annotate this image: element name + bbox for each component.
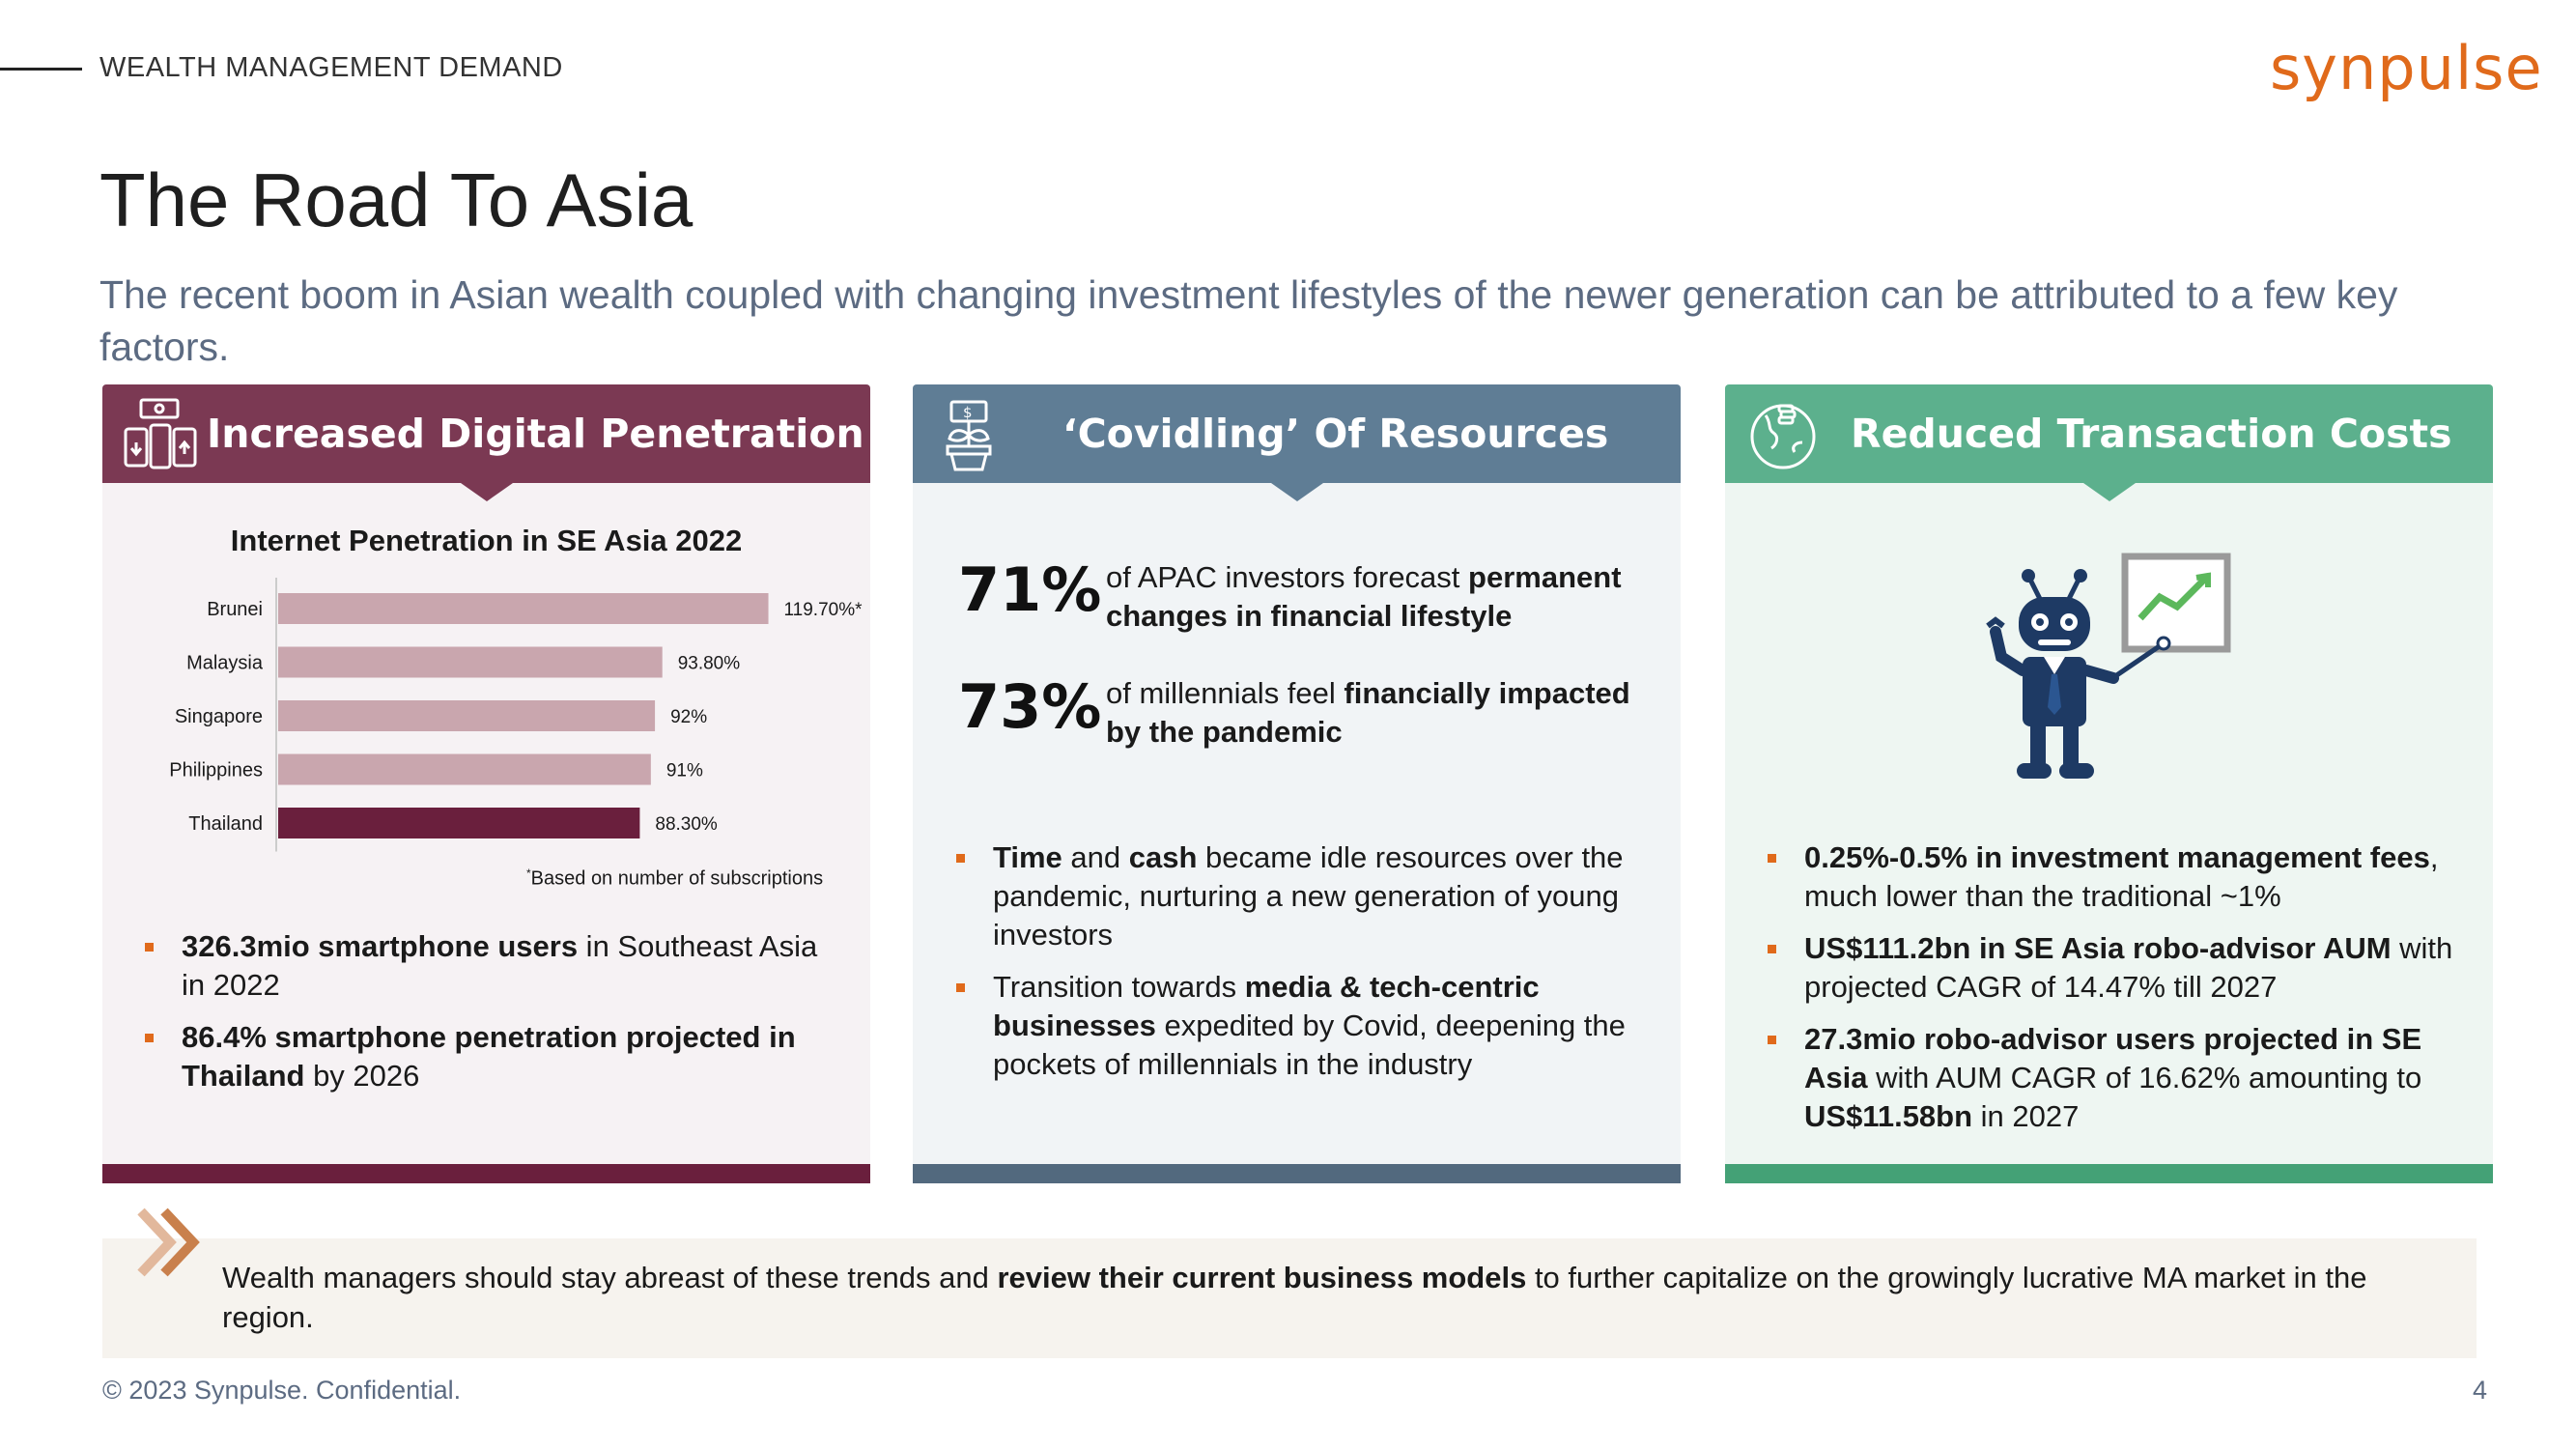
- chart-category-label: Malaysia: [186, 653, 264, 674]
- devices-money-icon: [122, 396, 199, 478]
- stat-value: 73%: [958, 671, 1102, 742]
- panel-footer-bar: [102, 1164, 870, 1183]
- list-item: 27.3mio robo-advisor users projected in …: [1768, 1020, 2473, 1136]
- chart-category-label: Singapore: [175, 706, 263, 727]
- page-subtitle: The recent boom in Asian wealth coupled …: [99, 272, 2398, 369]
- list-item: 0.25%-0.5% in investment management fees…: [1768, 838, 2473, 916]
- globe-coins-icon: [1746, 398, 1820, 476]
- internet-penetration-chart: Brunei 119.70%* Malaysia 93.80% Singapore 92%…: [169, 578, 863, 852]
- list-item: 326.3mio smartphone users in Southeast A…: [145, 927, 840, 1005]
- list-item: 86.4% smartphone penetration projected i…: [145, 1018, 840, 1095]
- money-plant-icon: $: [938, 398, 1000, 478]
- stat-description: of millennials feel financially impacted…: [1106, 676, 1630, 749]
- panel-transaction-costs-header: Reduced Transaction Costs: [1725, 384, 2493, 483]
- stat-value: 71%: [958, 554, 1102, 625]
- digital-penetration-bullets: 326.3mio smartphone users in Southeast A…: [145, 927, 840, 1109]
- chart-value-label: 93.80%: [678, 654, 741, 674]
- chart-category-label: Philippines: [169, 760, 263, 781]
- chart-value-label: 88.30%: [655, 814, 718, 835]
- double-chevron-icon: [135, 1206, 212, 1288]
- panel-heading: Reduced Transaction Costs: [1851, 411, 2452, 457]
- synpulse-logo: synpulse: [2270, 33, 2543, 103]
- list-item: Time and cash became idle resources over…: [956, 838, 1652, 954]
- chart-bar-malaysia: [278, 646, 663, 678]
- panel-footer-bar: [1725, 1164, 2493, 1183]
- svg-text:$: $: [963, 404, 973, 421]
- page-number: 4: [2473, 1376, 2488, 1405]
- panel-covidling-header: $ ‘Covidling’ Of Resources: [913, 384, 1681, 483]
- chart-bar-singapore: [278, 700, 656, 731]
- takeaway-banner: [102, 1238, 2477, 1358]
- panel-heading: ‘Covidling’ Of Resources: [1062, 411, 1609, 457]
- list-item: Transition towards media & tech-centric …: [956, 968, 1652, 1084]
- panel-pointer: [461, 483, 513, 501]
- chart-category-label: Brunei: [207, 599, 263, 620]
- header-rule: [0, 68, 82, 71]
- covidling-bullets: Time and cash became idle resources over…: [956, 838, 1652, 1097]
- chart-bar-brunei: [278, 593, 769, 624]
- takeaway-text: Wealth managers should stay abreast of t…: [222, 1261, 2367, 1334]
- page-title: The Road To Asia: [99, 157, 694, 242]
- chart-value-label: 119.70%*: [784, 600, 863, 620]
- panel-covidling-body: [913, 483, 1681, 1164]
- panel-transaction-costs-body: [1725, 483, 2493, 1164]
- chart-category-label: Thailand: [188, 813, 263, 835]
- stat-description: of APAC investors forecast permanent cha…: [1106, 560, 1622, 633]
- chart-footnote: *Based on number of subscriptions: [526, 867, 824, 890]
- list-item: US$111.2bn in SE Asia robo-advisor AUM w…: [1768, 929, 2473, 1007]
- panel-digital-penetration-header: Increased Digital Penetration: [102, 384, 870, 483]
- panel-pointer: [2083, 483, 2136, 501]
- chart-bar-philippines: [278, 753, 651, 785]
- chart-bar-thailand: [278, 808, 640, 838]
- footer-copyright: © 2023 Synpulse. Confidential.: [102, 1376, 462, 1405]
- panel-heading: Increased Digital Penetration: [207, 411, 864, 457]
- section-label: WEALTH MANAGEMENT DEMAND: [99, 52, 563, 83]
- chart-value-label: 92%: [670, 707, 707, 727]
- panel-footer-bar: [913, 1164, 1681, 1183]
- chart-value-label: 91%: [666, 761, 703, 781]
- chart-title: Internet Penetration in SE Asia 2022: [230, 524, 743, 557]
- transaction-costs-bullets: 0.25%-0.5% in investment management fees…: [1768, 838, 2473, 1150]
- robot-advisor-icon: [1970, 551, 2241, 797]
- panel-pointer: [1271, 483, 1323, 501]
